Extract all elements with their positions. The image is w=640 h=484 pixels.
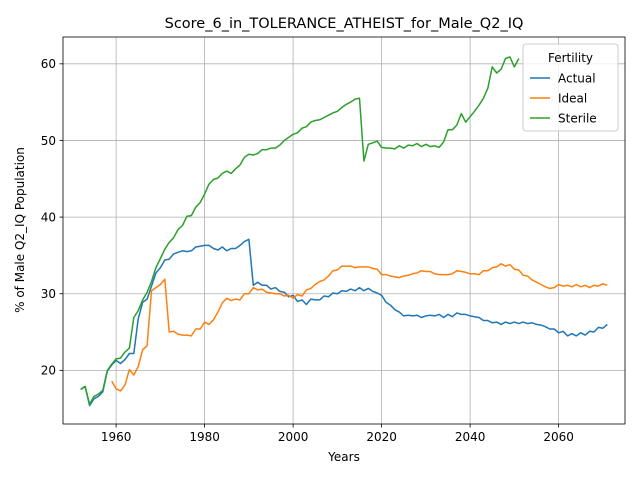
legend-label-ideal: Ideal	[558, 91, 587, 105]
y-tick-label: 50	[41, 134, 56, 148]
y-axis-title: % of Male Q2_IQ Population	[13, 147, 27, 313]
plot-area-frame	[62, 36, 626, 425]
series-line-ideal	[111, 263, 608, 392]
legend-label-actual: Actual	[558, 71, 596, 85]
series-lines	[80, 56, 608, 407]
x-tick-label: 2000	[278, 430, 309, 444]
x-axis-title: Years	[327, 450, 360, 464]
y-tick-label: 20	[41, 364, 56, 378]
legend-box	[522, 43, 619, 132]
y-tick-label: 60	[41, 57, 56, 71]
y-tick-label: 40	[41, 210, 56, 224]
series-line-sterile	[80, 56, 520, 405]
x-tick-label: 2040	[455, 430, 486, 444]
legend: Fertility Actual Ideal Sterile	[522, 43, 619, 132]
series-line-actual	[80, 238, 608, 407]
legend-title: Fertility	[548, 51, 593, 65]
y-axis-ticks: 20 30 40 50 60	[41, 57, 63, 378]
y-tick-label: 30	[41, 287, 56, 301]
chart-title: Score_6_in_TOLERANCE_ATHEIST_for_Male_Q2…	[165, 16, 524, 32]
x-tick-label: 2060	[543, 430, 574, 444]
x-tick-label: 1960	[101, 430, 132, 444]
x-tick-label: 1980	[189, 430, 220, 444]
x-axis-ticks: 1960 1980 2000 2020 2040 2060	[101, 424, 574, 444]
x-tick-label: 2020	[366, 430, 397, 444]
legend-label-sterile: Sterile	[558, 111, 597, 125]
